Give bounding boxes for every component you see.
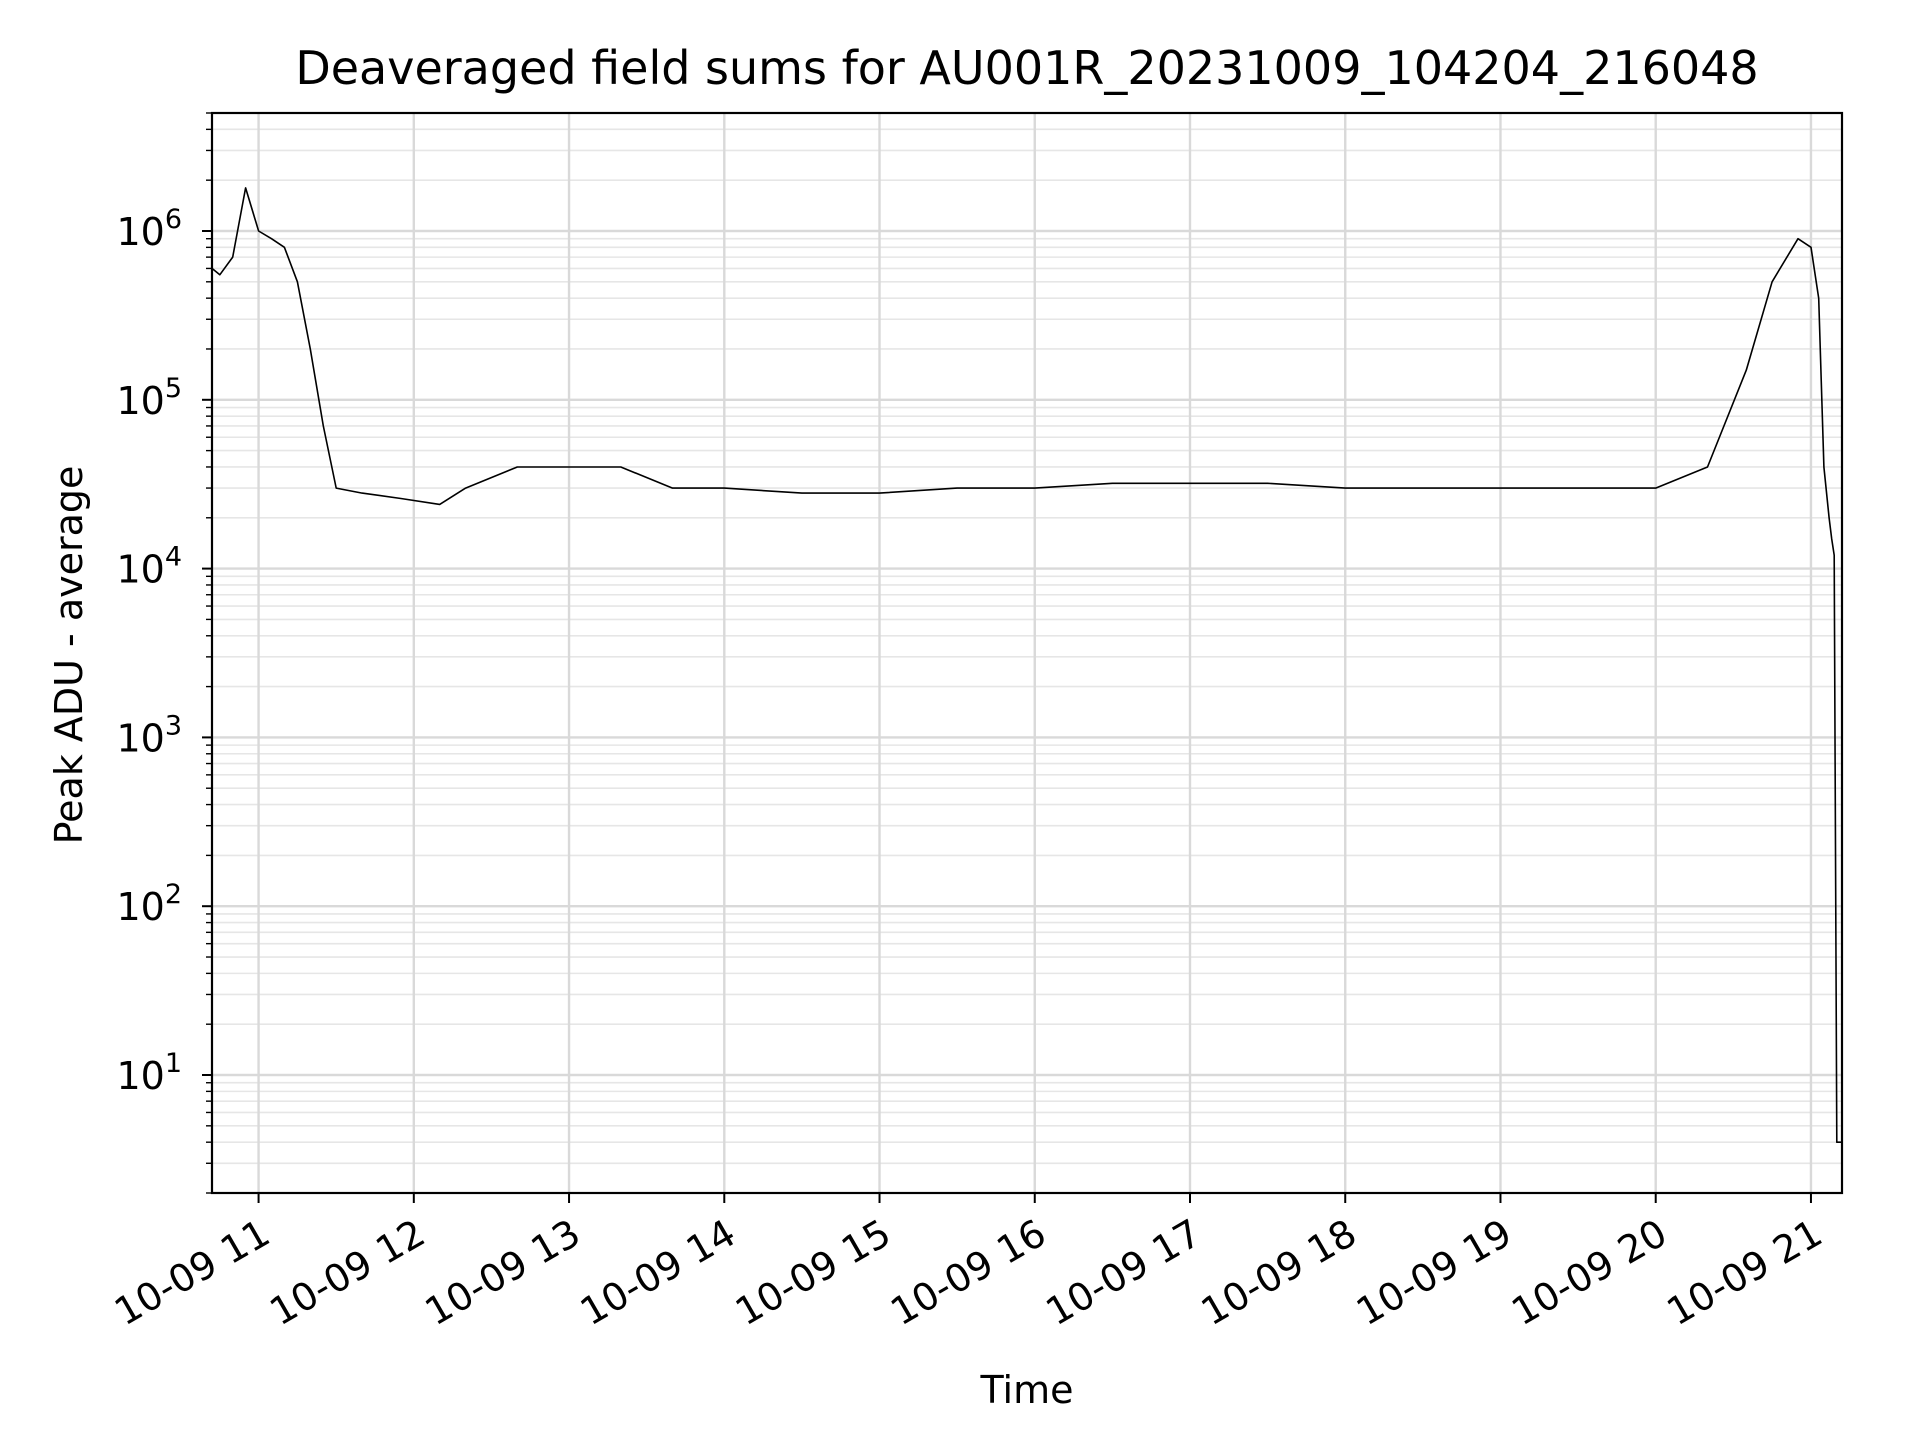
- y-axis: 101 102 103 104 105 106: [116, 112, 212, 1194]
- y-tick-label: 102: [116, 879, 182, 929]
- x-tick-label: 10-09 21: [1659, 1211, 1829, 1335]
- x-axis-label: Time: [980, 1368, 1074, 1412]
- x-tick-label: 10-09 12: [262, 1211, 432, 1335]
- x-tick-label: 10-09 20: [1504, 1211, 1674, 1335]
- data-layer: [211, 187, 1842, 1143]
- axes-frame: [210, 111, 1844, 1195]
- y-axis-label: Peak ADU - average: [47, 466, 91, 845]
- x-tick-label: 10-09 13: [418, 1211, 588, 1335]
- x-tick-label: 10-09 18: [1194, 1211, 1364, 1335]
- y-tick-label: 103: [116, 710, 182, 760]
- y-tick-label: 105: [116, 373, 182, 423]
- major-gridlines: [212, 113, 1842, 1193]
- x-tick-label: 10-09 14: [573, 1211, 743, 1335]
- chart-title: Deaveraged field sums for AU001R_2023100…: [295, 41, 1758, 95]
- data-series-line: [211, 187, 1842, 1143]
- x-tick-label: 10-09 16: [883, 1211, 1053, 1335]
- y-tick-label: 104: [116, 542, 182, 592]
- x-tick-label: 10-09 11: [107, 1211, 277, 1335]
- y-tick-label: 101: [116, 1048, 182, 1098]
- x-tick-label: 10-09 15: [728, 1211, 898, 1335]
- x-tick-label: 10-09 19: [1349, 1211, 1519, 1335]
- y-tick-label: 106: [116, 204, 182, 254]
- x-tick-label: 10-09 17: [1039, 1211, 1209, 1335]
- minor-gridlines: [212, 112, 1842, 1194]
- plot-frame: [210, 111, 1844, 1195]
